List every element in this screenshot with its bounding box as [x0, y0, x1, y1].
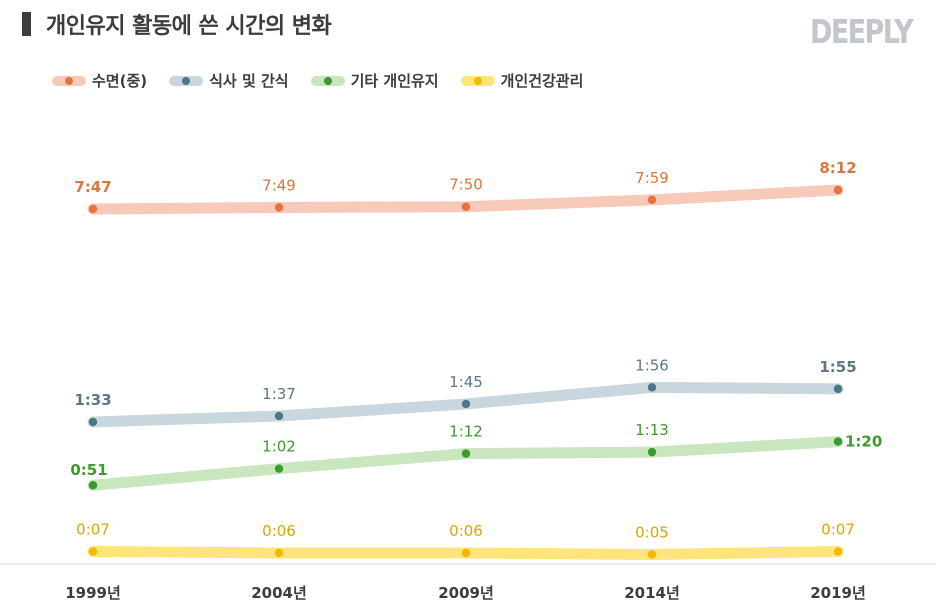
legend: 수면(중) 식사 및 간식 기타 개인유지 개인건강관리	[52, 70, 605, 91]
data-label-health-care: 0:07	[76, 520, 110, 538]
brand-logo: DEEPLY	[810, 12, 914, 51]
data-point-meals	[274, 411, 284, 421]
legend-label-sleep: 수면(중)	[92, 72, 148, 90]
data-point-sleep	[647, 195, 657, 205]
series-line-other-personal-care	[87, 436, 844, 491]
data-point-sleep	[274, 203, 284, 212]
data-label-sleep: 7:49	[262, 176, 296, 194]
data-label-other-personal-care: 0:51	[70, 461, 107, 479]
legend-item-other-personal-care: 기타 개인유지	[310, 70, 439, 91]
legend-item-meals: 식사 및 간식	[169, 70, 289, 91]
legend-label-meals: 식사 및 간식	[209, 72, 289, 90]
data-label-other-personal-care: 1:13	[635, 421, 669, 439]
data-point-health-care	[647, 550, 657, 559]
legend-swatch-meals	[169, 75, 204, 86]
legend-item-health-care: 개인건강관리	[460, 70, 584, 91]
data-point-other-personal-care	[833, 437, 843, 446]
data-point-meals	[461, 399, 471, 409]
x-tick-label: 2014년	[624, 584, 680, 602]
data-label-meals: 1:33	[74, 391, 111, 409]
data-point-other-personal-care	[88, 481, 98, 490]
data-point-other-personal-care	[647, 447, 657, 457]
data-point-sleep	[461, 202, 471, 211]
data-point-health-care	[88, 547, 98, 556]
data-label-other-personal-care: 1:12	[449, 423, 483, 441]
data-point-health-care	[274, 548, 284, 558]
data-label-sleep: 7:50	[449, 176, 483, 194]
data-label-sleep: 7:47	[74, 178, 111, 196]
x-tick-label: 2009년	[438, 584, 494, 602]
data-label-other-personal-care: 1:20	[845, 433, 882, 451]
data-point-sleep	[833, 185, 843, 195]
data-point-health-care	[833, 547, 843, 556]
data-label-meals: 1:55	[819, 358, 856, 376]
legend-swatch-sleep	[52, 75, 86, 86]
data-point-sleep	[88, 204, 98, 214]
data-label-sleep: 7:59	[635, 169, 669, 187]
legend-swatch-other-personal-care	[310, 75, 345, 86]
data-label-health-care: 0:06	[449, 522, 483, 540]
data-point-other-personal-care	[461, 449, 471, 458]
data-point-meals	[647, 383, 657, 392]
chart-title: 개인유지 활동에 쓴 시간의 변화	[46, 14, 332, 39]
legend-item-sleep: 수면(중)	[52, 70, 147, 91]
data-label-other-personal-care: 1:02	[262, 438, 296, 456]
data-point-meals	[88, 417, 98, 427]
x-tick-label: 2004년	[251, 584, 307, 602]
title-accent-bar	[22, 12, 31, 36]
data-point-health-care	[461, 548, 471, 558]
legend-label-other-personal-care: 기타 개인유지	[350, 72, 439, 90]
data-label-health-care: 0:07	[821, 520, 855, 538]
data-label-meals: 1:37	[262, 385, 296, 403]
data-label-health-care: 0:05	[635, 524, 669, 542]
data-point-other-personal-care	[274, 464, 284, 473]
x-tick-label: 1999년	[65, 584, 121, 602]
data-label-sleep: 8:12	[819, 159, 856, 177]
data-point-meals	[833, 384, 843, 394]
data-label-meals: 1:45	[449, 373, 483, 391]
legend-label-health-care: 개인건강관리	[500, 72, 584, 90]
data-label-meals: 1:56	[635, 356, 669, 374]
legend-swatch-health-care	[460, 75, 495, 86]
x-tick-label: 2019년	[810, 584, 866, 602]
data-label-health-care: 0:06	[262, 522, 296, 540]
